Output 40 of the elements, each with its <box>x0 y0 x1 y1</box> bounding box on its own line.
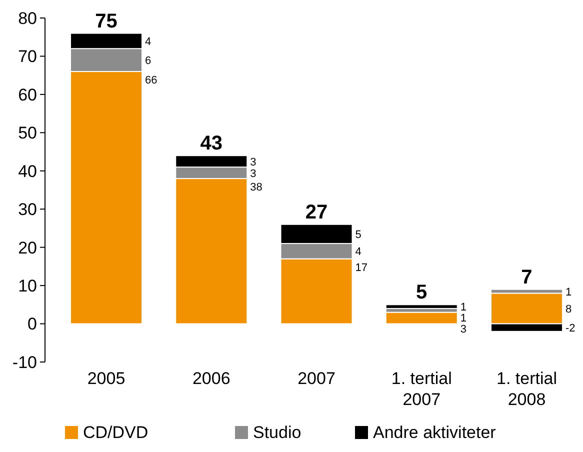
y-tick-label: -10 <box>12 352 37 372</box>
total-label: 43 <box>200 132 222 155</box>
legend-label: CD/DVD <box>83 423 148 442</box>
data-label: 8 <box>565 303 572 316</box>
total-label: 5 <box>416 282 428 304</box>
y-tick-label: 10 <box>18 276 37 296</box>
y-tick-label: 30 <box>18 200 37 220</box>
y-tick-label: 60 <box>18 85 37 104</box>
y-tick-label: 20 <box>18 238 37 258</box>
total-label: 75 <box>95 10 118 32</box>
data-label: 1 <box>460 302 466 314</box>
y-tick-label: 70 <box>18 47 37 66</box>
x-tick-label: 2006 <box>192 369 230 388</box>
data-label: 1 <box>565 286 572 298</box>
y-tick-label: 0 <box>28 314 37 334</box>
x-tick-label: 2005 <box>87 369 126 388</box>
total-label: 27 <box>305 201 328 224</box>
legend-label: Andre aktiviteter <box>373 423 496 442</box>
total-label: 7 <box>521 266 532 288</box>
y-tick-label: 80 <box>18 8 37 28</box>
data-label: 4 <box>144 36 152 48</box>
y-tick-label: 40 <box>18 162 37 181</box>
bar <box>385 304 458 309</box>
data-label: 4 <box>355 246 362 258</box>
data-label: 1 <box>460 312 466 325</box>
data-label: 5 <box>355 228 362 241</box>
data-label: -2 <box>565 322 576 335</box>
data-label: 3 <box>250 168 256 180</box>
data-label: 6 <box>144 55 152 68</box>
y-tick-label: 50 <box>18 124 37 143</box>
data-label: 66 <box>144 74 158 87</box>
data-label: 17 <box>355 262 368 274</box>
legend-label: Studio <box>253 423 302 442</box>
bar <box>385 312 458 324</box>
data-label: 3 <box>250 156 256 168</box>
x-tick-label: 1. tertial 2007 <box>391 369 452 409</box>
data-label: 38 <box>250 182 262 194</box>
x-tick-label: 1. tertial 2008 <box>496 369 557 409</box>
data-label: 3 <box>460 324 466 336</box>
x-tick-label: 2007 <box>298 369 336 388</box>
